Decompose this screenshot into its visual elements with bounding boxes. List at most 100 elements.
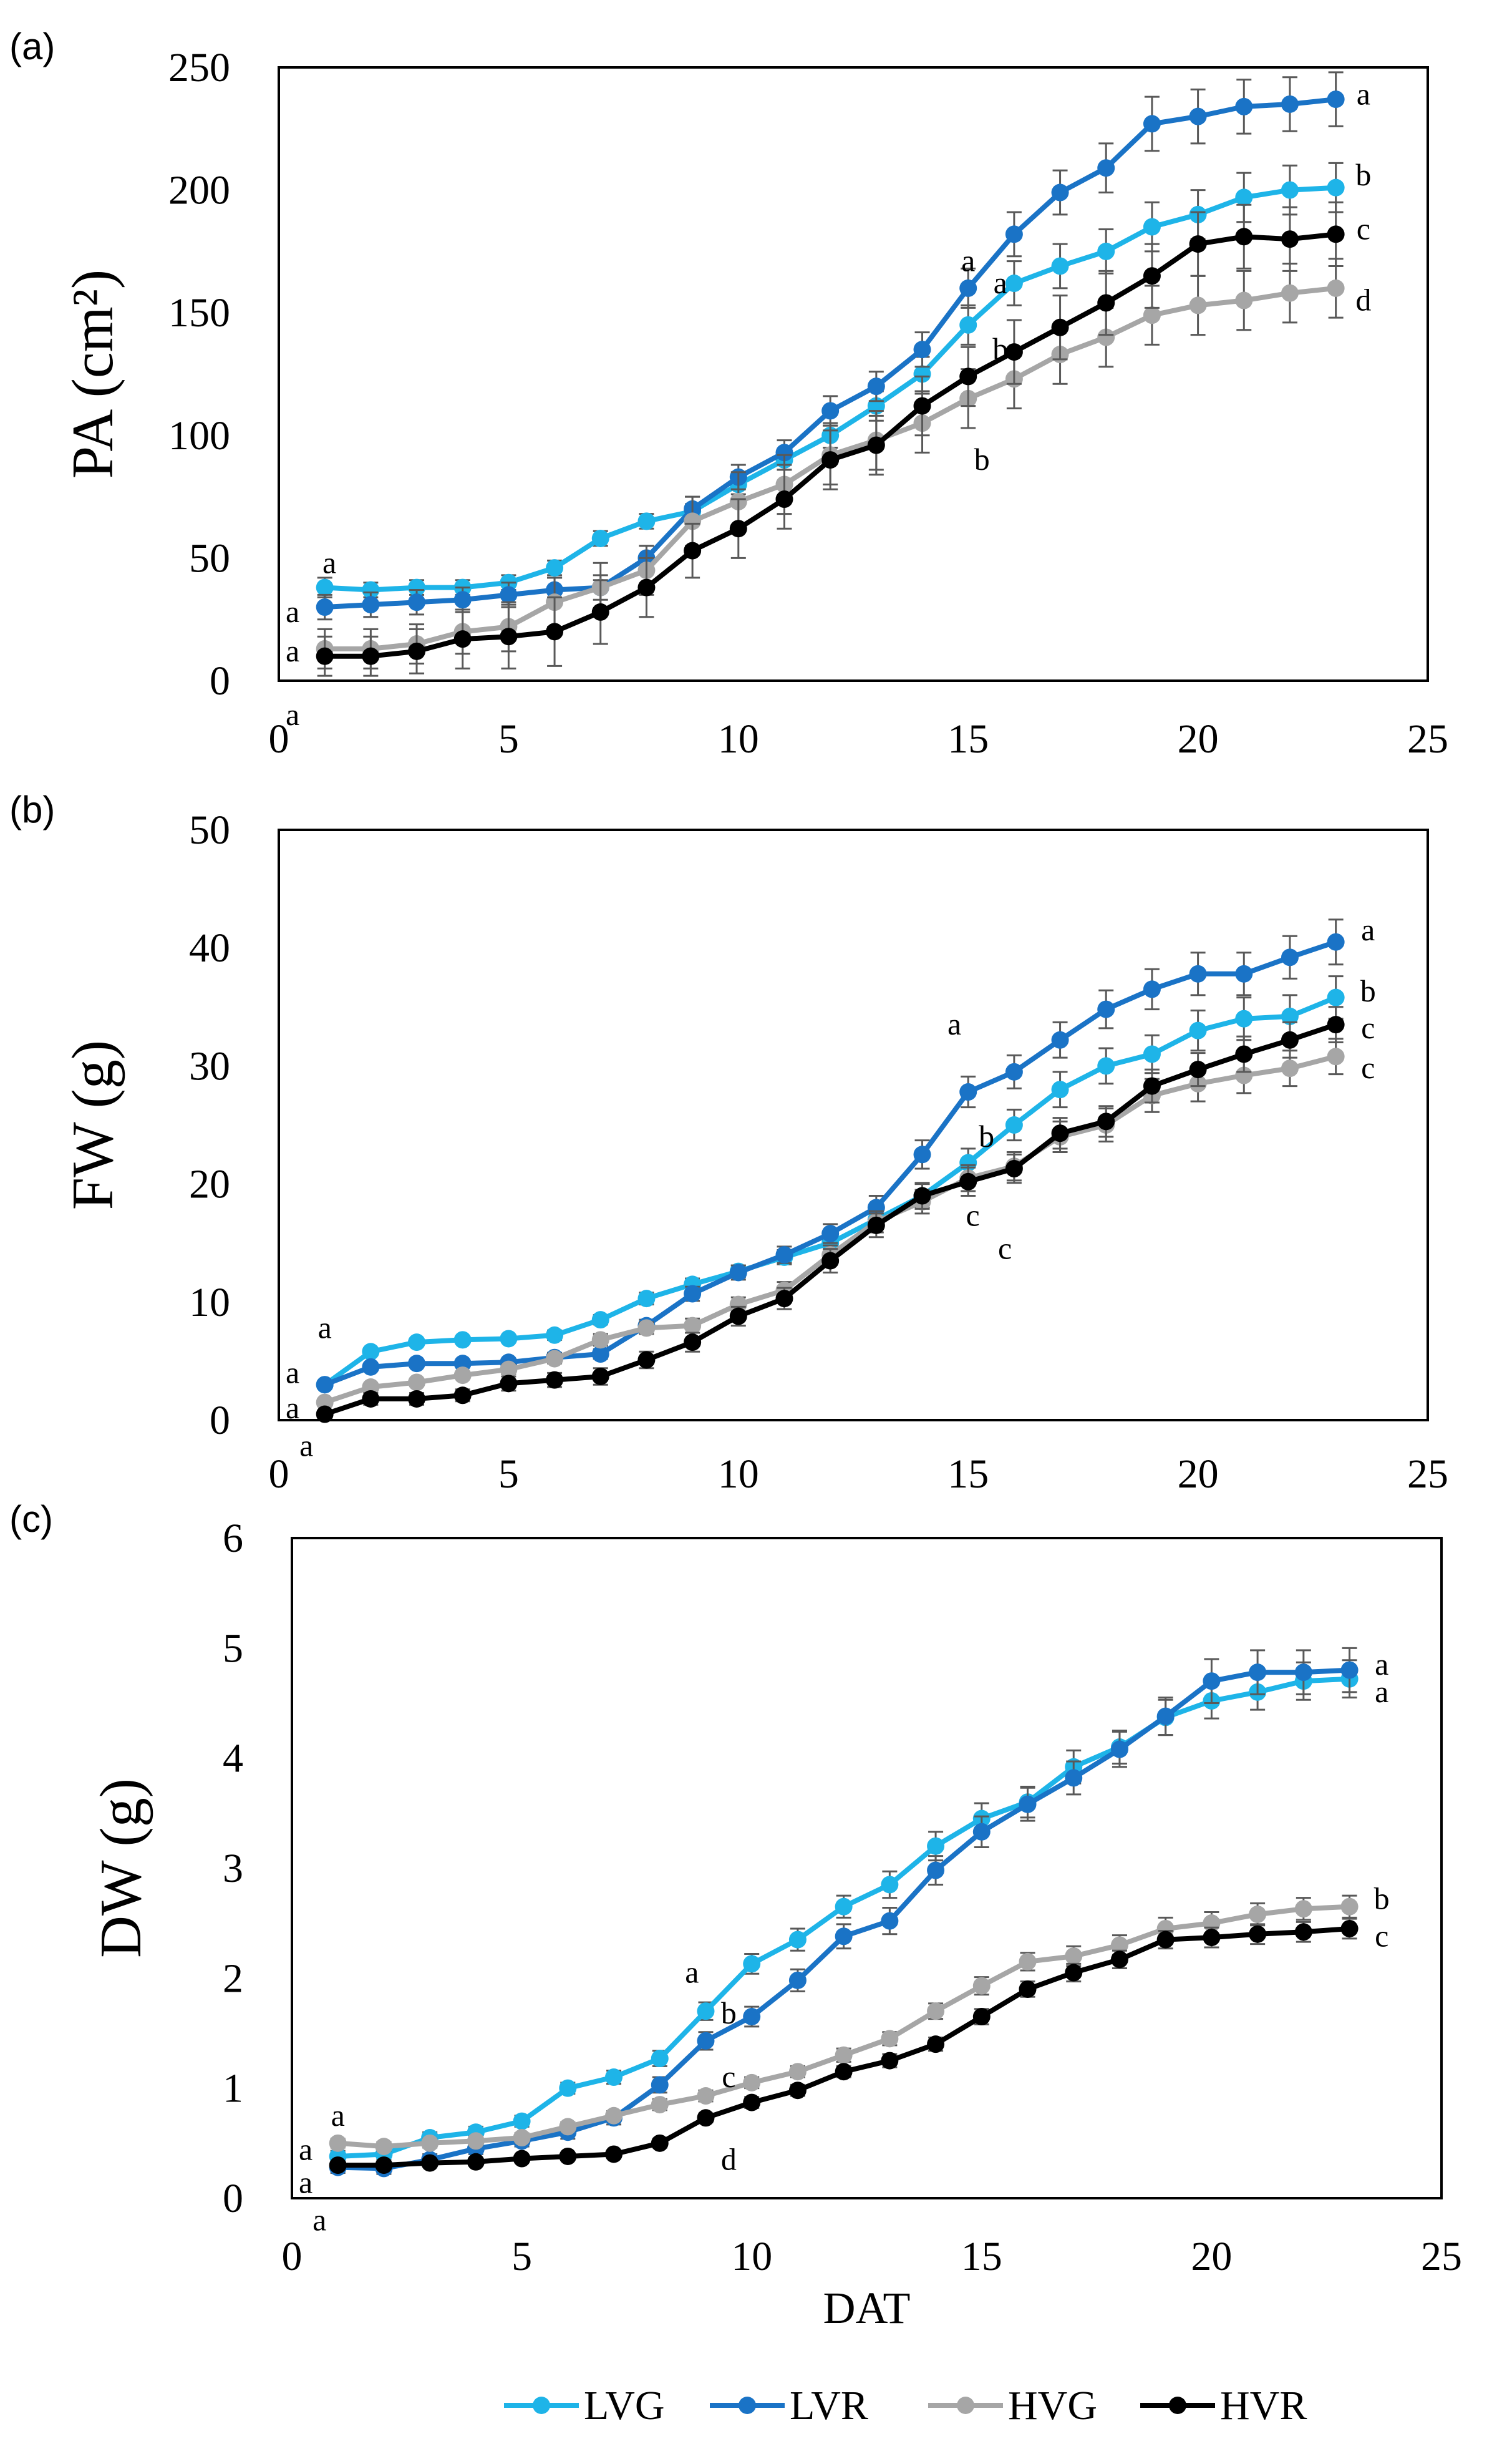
data-point [913,341,931,359]
data-point [684,1285,702,1303]
x-tick-label: 15 [947,716,989,762]
data-point [1281,1059,1299,1078]
data-point [697,2002,715,2020]
data-point [453,1366,472,1385]
data-point [1143,1045,1161,1063]
x-axis-label: DAT [823,2283,911,2333]
data-point [591,529,609,547]
data-point [1156,1931,1175,1949]
data-point [1097,328,1115,346]
data-point [362,596,380,614]
data-point [927,2002,945,2020]
data-point [637,512,656,530]
data-point [684,1333,702,1351]
data-point [467,2153,485,2171]
data-point [1235,291,1253,309]
data-point [1281,948,1299,967]
x-tick-label: 15 [961,2234,1002,2279]
data-point [408,642,426,660]
data-point [316,1405,334,1423]
series-line [323,995,1337,1387]
data-point [637,1351,656,1369]
x-tick-label: 25 [1407,716,1448,762]
data-point [362,1390,380,1408]
data-point [1340,1919,1359,1937]
significance-letter: d [721,2141,737,2176]
data-point [867,436,885,454]
data-point [408,1373,426,1391]
significance-letter: b [1360,973,1376,1008]
x-tick-label: 0 [282,2234,303,2279]
panel-label: (b) [9,789,55,830]
data-point [881,2030,899,2048]
data-point [651,2134,669,2152]
data-point [1327,225,1345,243]
data-point [1189,235,1207,253]
data-point [927,2035,945,2053]
data-point [1281,1007,1299,1025]
data-point [927,1837,945,1855]
data-point [1235,1045,1253,1063]
data-point [453,591,472,609]
data-point [1340,1897,1359,1916]
y-axis-label: DW (g) [89,1778,153,1958]
significance-letter: a [286,1390,299,1425]
data-point [559,2147,577,2165]
data-point [421,2134,439,2152]
data-point [1097,1000,1115,1018]
series-lvg [316,975,1345,1394]
data-point [743,2073,761,2091]
data-point [1281,284,1299,302]
data-point [1051,183,1069,202]
data-point [362,1358,380,1376]
data-point [729,520,747,538]
data-point [1097,1057,1115,1075]
data-point [1249,1925,1267,1943]
data-point [775,490,793,509]
data-point [1327,1048,1345,1066]
data-point [697,2087,715,2105]
data-point [316,578,334,597]
x-tick-label: 10 [718,1451,759,1497]
legend-swatch-marker [739,2397,756,2414]
data-point [362,1343,380,1361]
data-point [1143,267,1161,285]
data-point [316,598,334,616]
data-point [1327,90,1345,109]
y-tick-label: 150 [168,290,230,336]
significance-letter: c [1361,1010,1375,1045]
data-point [591,603,609,621]
data-point [500,1360,518,1378]
legend-label: LVG [584,2383,665,2428]
data-point [591,1331,609,1349]
data-point [1281,230,1299,248]
y-tick-label: 30 [189,1043,230,1089]
significance-letter: d [1355,283,1371,318]
y-tick-label: 3 [223,1846,243,1891]
y-tick-label: 20 [189,1162,230,1207]
significance-letter: a [947,1006,961,1041]
data-point [375,2138,393,2156]
significance-letter: c [722,2059,735,2094]
data-point [316,1376,334,1394]
data-point [421,2154,439,2172]
data-point [835,2063,853,2081]
data-point [913,1146,931,1164]
significance-letter: c [1375,1918,1388,1953]
data-point [408,1390,426,1408]
data-point [329,2156,347,2174]
data-point [1327,178,1345,197]
data-point [316,647,334,665]
x-tick-label: 20 [1178,1451,1219,1497]
data-point [1097,242,1115,260]
y-tick-label: 50 [189,535,230,581]
data-point [591,1345,609,1363]
data-point [1327,933,1345,951]
data-point [743,1955,761,1973]
data-point [1005,275,1023,293]
data-point [729,1264,747,1282]
data-point [1203,1929,1221,1947]
data-point [1327,1016,1345,1034]
legend-item-lvg: LVG [504,2383,665,2428]
